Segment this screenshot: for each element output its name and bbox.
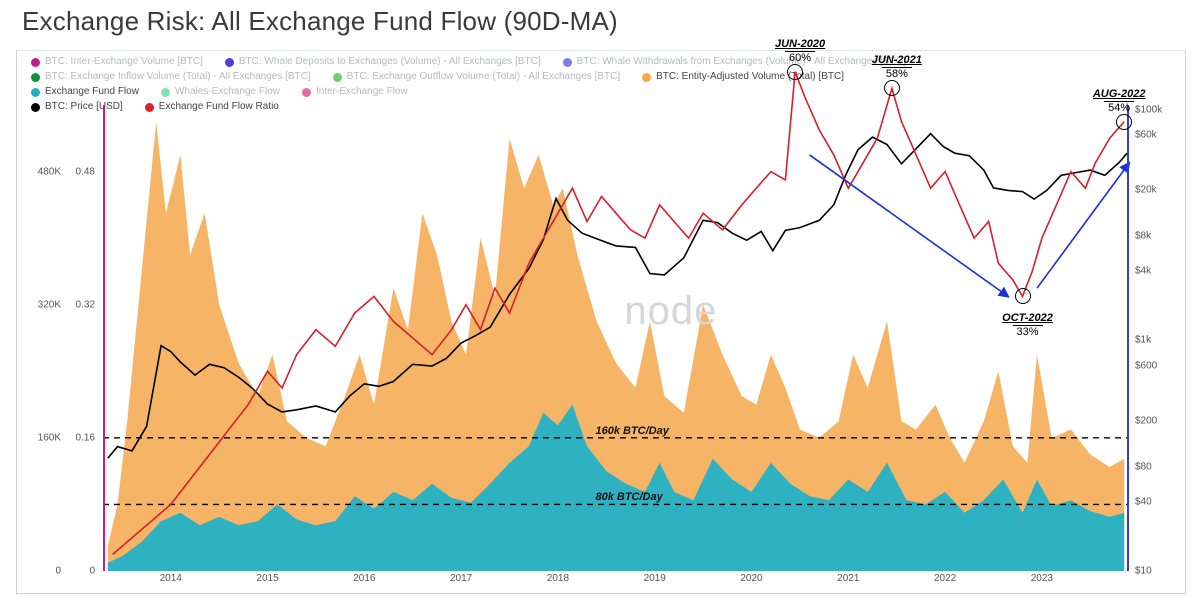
- y-tick: 160K: [38, 432, 61, 443]
- legend-swatch: [333, 73, 342, 82]
- annotation-circle: [787, 64, 803, 80]
- y-tick: 0.48: [76, 166, 95, 177]
- legend-label: BTC: Inter-Exchange Volume [BTC]: [45, 55, 203, 69]
- legend-item[interactable]: BTC: Exchange Outflow Volume (Total) - A…: [333, 70, 620, 84]
- y-tick: 0: [89, 566, 95, 577]
- legend-label: BTC: Whale Deposits to Exchanges (Volume…: [239, 55, 541, 69]
- annotation-circle: [1116, 114, 1132, 130]
- y-tick: $10: [1135, 566, 1152, 577]
- annotation-circle: [1015, 288, 1031, 304]
- legend-label: Inter-Exchange Flow: [316, 85, 408, 99]
- x-tick: 2016: [353, 573, 375, 584]
- legend-item[interactable]: Whales-Exchange Flow: [161, 85, 280, 99]
- ref-line-label: 80k BTC/Day: [595, 491, 662, 503]
- annotation-label: AUG-202254%: [1082, 88, 1156, 115]
- legend-swatch: [563, 58, 572, 67]
- y-tick: 320K: [38, 299, 61, 310]
- annotation-label: JUN-202060%: [763, 38, 837, 65]
- legend-row-3: Exchange Fund Flow Whales-Exchange Flow In…: [31, 85, 1171, 100]
- x-tick: 2019: [644, 573, 666, 584]
- page-title: Exchange Risk: All Exchange Fund Flow (9…: [22, 6, 618, 37]
- trend-arrow: [1037, 163, 1129, 288]
- y-tick: $600: [1135, 360, 1157, 371]
- x-tick: 2023: [1031, 573, 1053, 584]
- x-tick: 2014: [160, 573, 182, 584]
- annotation-circle: [884, 80, 900, 96]
- y-tick: $60k: [1135, 130, 1157, 141]
- legend-swatch: [225, 58, 234, 67]
- x-tick: 2020: [740, 573, 762, 584]
- y-tick: 0.32: [76, 299, 95, 310]
- legend-swatch: [31, 73, 40, 82]
- legend-swatch: [642, 73, 651, 82]
- vertical-marker: [1127, 105, 1129, 571]
- page-root: { "title": "Exchange Risk: All Exchange …: [0, 0, 1200, 598]
- annotation-label: OCT-202233%: [991, 312, 1065, 339]
- legend-item[interactable]: BTC: Inter-Exchange Volume [BTC]: [31, 55, 203, 69]
- annotation-label: JUN-202158%: [860, 54, 934, 81]
- legend-item[interactable]: BTC: Entity-Adjusted Volume (Total) [BTC…: [642, 70, 844, 84]
- vertical-marker: [103, 105, 105, 571]
- y-tick: 480K: [38, 166, 61, 177]
- y-axis-left-volume: 0160K320K480K: [25, 105, 61, 571]
- legend-label: Whales-Exchange Flow: [175, 85, 280, 99]
- legend-label: BTC: Entity-Adjusted Volume (Total) [BTC…: [656, 70, 844, 84]
- y-axis-right-price: $10$40$80$200$600$1k$4k$8k$20k$60k$100k: [1135, 105, 1179, 571]
- x-tick: 2017: [450, 573, 472, 584]
- legend-swatch: [161, 88, 170, 97]
- y-tick: $4k: [1135, 265, 1151, 276]
- y-tick: $20k: [1135, 185, 1157, 196]
- x-axis: 2014 2015 2016 2017 2018 2019 2020 2021 2022 2023: [103, 573, 1129, 589]
- x-tick: 2015: [256, 573, 278, 584]
- legend-item[interactable]: BTC: Exchange Inflow Volume (Total) - Al…: [31, 70, 311, 84]
- legend-swatch: [31, 88, 40, 97]
- y-tick: $1k: [1135, 335, 1151, 346]
- legend-label: Exchange Fund Flow: [45, 85, 139, 99]
- legend: BTC: Inter-Exchange Volume [BTC] BTC: Wha…: [17, 55, 1185, 101]
- legend-item[interactable]: BTC: Whale Withdrawals from Exchanges (V…: [563, 55, 906, 69]
- y-tick: $40: [1135, 496, 1152, 507]
- legend-label: BTC: Exchange Inflow Volume (Total) - Al…: [45, 70, 311, 84]
- legend-item[interactable]: Exchange Fund Flow: [31, 85, 139, 99]
- plot-area: 160k BTC/Day80k BTC/DayJUN-202060%JUN-20…: [103, 105, 1129, 571]
- legend-swatch: [302, 88, 311, 97]
- legend-item[interactable]: Inter-Exchange Flow: [302, 85, 408, 99]
- y-tick: 0.16: [76, 432, 95, 443]
- x-tick: 2021: [837, 573, 859, 584]
- legend-label: BTC: Exchange Outflow Volume (Total) - A…: [347, 70, 620, 84]
- x-tick: 2018: [547, 573, 569, 584]
- trend-arrow: [810, 155, 1008, 296]
- y-tick: $80: [1135, 461, 1152, 472]
- legend-row-1: BTC: Inter-Exchange Volume [BTC] BTC: Wha…: [31, 55, 1171, 70]
- y-tick: $200: [1135, 415, 1157, 426]
- chart-frame: BTC: Inter-Exchange Volume [BTC] BTC: Wha…: [16, 50, 1186, 594]
- legend-label: BTC: Whale Withdrawals from Exchanges (V…: [577, 55, 906, 69]
- x-tick: 2022: [934, 573, 956, 584]
- legend-swatch: [31, 58, 40, 67]
- y-axis-left-ratio: 00.160.320.48: [65, 105, 95, 571]
- y-tick: $8k: [1135, 231, 1151, 242]
- y-tick: 0: [55, 566, 61, 577]
- legend-item[interactable]: BTC: Whale Deposits to Exchanges (Volume…: [225, 55, 541, 69]
- ref-line-label: 160k BTC/Day: [595, 425, 668, 437]
- legend-row-2: BTC: Exchange Inflow Volume (Total) - Al…: [31, 70, 1171, 85]
